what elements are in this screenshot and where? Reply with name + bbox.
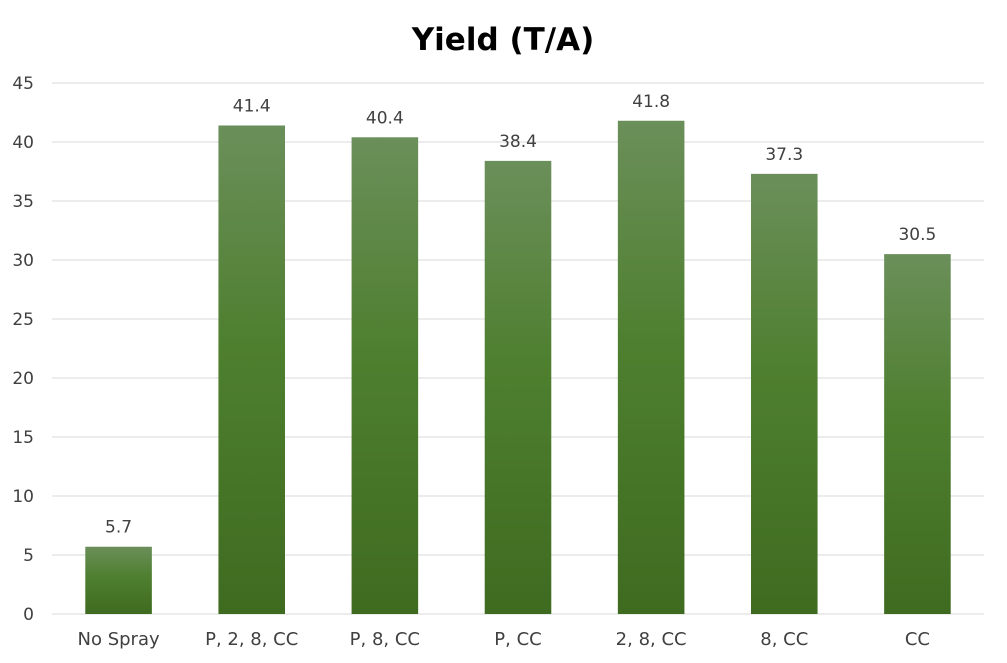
data-label: 41.4 xyxy=(233,96,271,116)
x-axis-category-labels: No Spray P, 2, 8, CC P, 8, CC P, CC 2, 8, CC… xyxy=(78,629,930,650)
x-category-label: 2, 8, CC xyxy=(616,629,687,650)
bar xyxy=(484,160,552,614)
bars xyxy=(85,120,951,615)
data-label: 30.5 xyxy=(898,225,936,245)
x-category-label: CC xyxy=(905,629,930,650)
chart-title: Yield (T/A) xyxy=(411,22,595,58)
x-category-label: P, 8, CC xyxy=(350,629,420,650)
y-tick-label: 5 xyxy=(23,546,34,566)
x-category-label: P, 2, 8, CC xyxy=(205,629,298,650)
y-tick-label: 35 xyxy=(12,192,34,212)
bar xyxy=(751,173,818,615)
bar xyxy=(884,254,951,614)
bar xyxy=(85,546,152,614)
y-tick-label: 15 xyxy=(12,428,34,448)
y-tick-label: 0 xyxy=(23,605,34,625)
y-tick-label: 10 xyxy=(12,487,34,507)
data-label: 40.4 xyxy=(366,108,404,128)
data-label: 41.8 xyxy=(632,92,670,112)
data-label: 37.3 xyxy=(765,145,803,165)
y-tick-label: 40 xyxy=(12,133,34,153)
bar xyxy=(218,125,285,614)
data-labels: 5.7 41.4 40.4 38.4 41.8 37.3 30.5 xyxy=(105,92,936,538)
y-axis-tick-labels: 0 5 10 15 20 25 30 35 40 45 xyxy=(12,74,34,625)
y-tick-label: 25 xyxy=(12,310,34,330)
data-label: 38.4 xyxy=(499,132,537,152)
y-tick-label: 45 xyxy=(12,74,34,94)
x-category-label: P, CC xyxy=(494,629,541,650)
x-category-label: No Spray xyxy=(78,629,160,650)
x-category-label: 8, CC xyxy=(760,629,808,650)
data-label: 5.7 xyxy=(105,518,132,538)
y-tick-label: 20 xyxy=(12,369,34,389)
bar xyxy=(351,137,419,614)
y-tick-label: 30 xyxy=(12,251,34,271)
bar xyxy=(617,120,685,614)
